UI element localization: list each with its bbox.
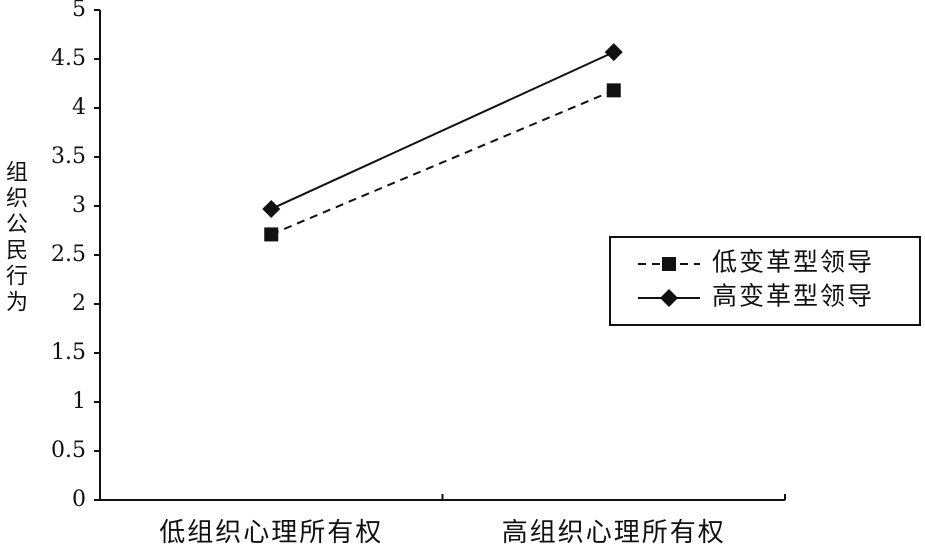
point — [262, 199, 281, 218]
legend-box — [609, 236, 921, 326]
series-line — [270, 51, 615, 210]
y-tick-label: 3 — [72, 193, 86, 218]
y-tick-label: 0.5 — [51, 438, 86, 463]
series-line — [270, 89, 615, 236]
y-tick-label: 5 — [72, 0, 86, 22]
y-axis-label: 组织公民行为 — [2, 160, 28, 316]
y-tick-label: 2.5 — [51, 242, 86, 267]
y-tick-label: 1 — [72, 389, 86, 414]
y-tick-label: 0 — [72, 487, 86, 512]
y-tick-label: 3.5 — [51, 144, 86, 169]
legend-label: 高变革型领导 — [712, 282, 874, 311]
legend-label: 低变革型领导 — [712, 248, 874, 277]
x-tick-label: 低组织心理所有权 — [159, 518, 383, 548]
point — [264, 227, 279, 242]
point — [604, 43, 623, 62]
legend-marker — [662, 257, 676, 271]
y-tick-label: 2 — [72, 291, 86, 316]
point — [606, 83, 621, 98]
legend-marker — [660, 289, 678, 307]
x-tick-label: 高组织心理所有权 — [502, 518, 726, 548]
y-tick-label: 4 — [72, 95, 86, 120]
y-tick-label: 4.5 — [51, 46, 86, 71]
y-tick-label: 1.5 — [51, 340, 86, 365]
